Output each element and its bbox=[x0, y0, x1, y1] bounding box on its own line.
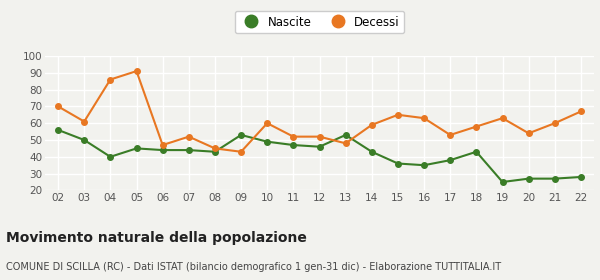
Nascite bbox=[159, 148, 166, 152]
Decessi bbox=[316, 135, 323, 138]
Line: Nascite: Nascite bbox=[55, 127, 584, 185]
Decessi bbox=[446, 133, 454, 137]
Decessi bbox=[238, 150, 245, 153]
Decessi bbox=[368, 123, 376, 127]
Nascite bbox=[525, 177, 532, 180]
Text: Movimento naturale della popolazione: Movimento naturale della popolazione bbox=[6, 231, 307, 245]
Nascite bbox=[263, 140, 271, 143]
Decessi bbox=[473, 125, 480, 128]
Decessi bbox=[290, 135, 297, 138]
Text: COMUNE DI SCILLA (RC) - Dati ISTAT (bilancio demografico 1 gen-31 dic) - Elabora: COMUNE DI SCILLA (RC) - Dati ISTAT (bila… bbox=[6, 262, 501, 272]
Nascite bbox=[80, 138, 88, 142]
Decessi bbox=[394, 113, 401, 116]
Nascite bbox=[133, 147, 140, 150]
Decessi bbox=[185, 135, 193, 138]
Nascite bbox=[342, 133, 349, 137]
Nascite bbox=[499, 180, 506, 184]
Decessi bbox=[525, 132, 532, 135]
Nascite bbox=[473, 150, 480, 153]
Decessi bbox=[133, 69, 140, 73]
Decessi bbox=[342, 142, 349, 145]
Decessi bbox=[551, 122, 559, 125]
Nascite bbox=[185, 148, 193, 152]
Nascite bbox=[55, 128, 62, 132]
Nascite bbox=[551, 177, 559, 180]
Legend: Nascite, Decessi: Nascite, Decessi bbox=[235, 11, 404, 33]
Decessi bbox=[421, 116, 428, 120]
Nascite bbox=[368, 150, 376, 153]
Decessi bbox=[263, 122, 271, 125]
Nascite bbox=[446, 158, 454, 162]
Decessi bbox=[107, 78, 114, 81]
Nascite bbox=[107, 155, 114, 158]
Nascite bbox=[394, 162, 401, 165]
Line: Decessi: Decessi bbox=[55, 68, 584, 155]
Decessi bbox=[55, 105, 62, 108]
Decessi bbox=[159, 143, 166, 147]
Nascite bbox=[211, 150, 218, 153]
Decessi bbox=[211, 147, 218, 150]
Decessi bbox=[80, 120, 88, 123]
Nascite bbox=[421, 164, 428, 167]
Nascite bbox=[577, 175, 584, 179]
Decessi bbox=[499, 116, 506, 120]
Nascite bbox=[290, 143, 297, 147]
Nascite bbox=[238, 133, 245, 137]
Decessi bbox=[577, 110, 584, 113]
Nascite bbox=[316, 145, 323, 148]
